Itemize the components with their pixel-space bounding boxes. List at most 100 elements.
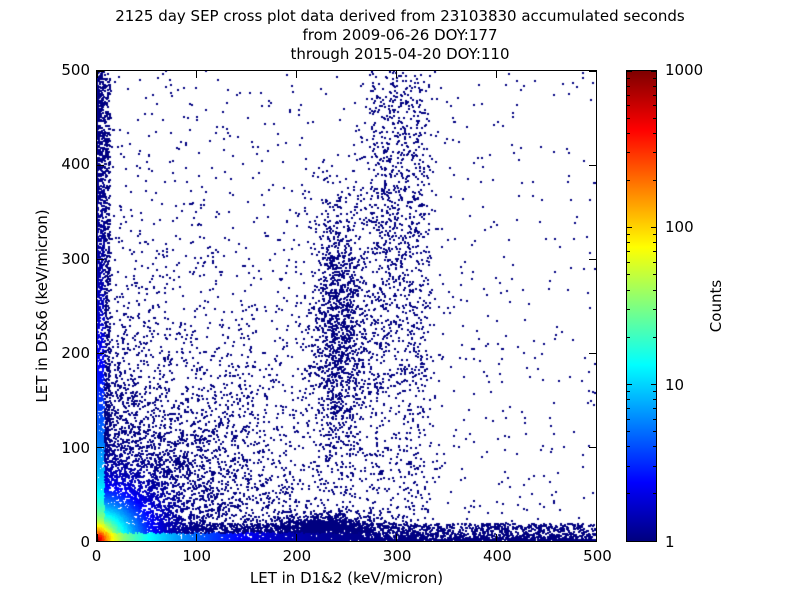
tick-mark: [653, 94, 656, 96]
y-tick-label: 200: [61, 344, 90, 363]
y-tick-label: 0: [80, 533, 90, 551]
tick-mark: [627, 418, 630, 420]
colorbar-tick-label: 10: [665, 375, 685, 394]
tick-mark: [653, 261, 656, 263]
x-tick-label: 200: [282, 547, 312, 565]
tick-mark: [627, 70, 632, 72]
tick-mark: [653, 336, 656, 338]
colorbar-tick-label: 1: [665, 533, 675, 551]
title-line-1: 2125 day SEP cross plot data derived fro…: [115, 7, 685, 25]
tick-mark: [653, 132, 656, 134]
tick-mark: [653, 117, 656, 119]
tick-mark: [653, 274, 656, 276]
y-axis-label: LET in D5&6 (keV/micron): [33, 209, 51, 403]
tick-mark: [627, 309, 630, 311]
tick-mark: [495, 534, 497, 541]
tick-mark: [97, 164, 104, 166]
tick-mark: [627, 336, 630, 338]
tick-mark: [196, 534, 198, 541]
tick-mark: [653, 289, 656, 291]
tick-mark: [627, 540, 632, 542]
tick-mark: [653, 251, 656, 253]
tick-mark: [589, 164, 596, 166]
y-tick-label: 400: [61, 155, 90, 174]
tick-mark: [653, 399, 656, 401]
tick-mark: [651, 540, 656, 542]
tick-mark: [653, 242, 656, 244]
tick-mark: [627, 383, 632, 385]
title-line-3: through 2015-04-20 DOY:110: [290, 45, 510, 63]
tick-mark: [627, 446, 630, 448]
y-tick-label: 300: [61, 249, 90, 268]
tick-mark: [627, 408, 630, 410]
tick-mark: [589, 258, 596, 260]
tick-mark: [627, 234, 630, 236]
tick-mark: [627, 289, 630, 291]
y-tick-label: 500: [61, 61, 90, 79]
tick-mark: [595, 534, 597, 541]
x-axis-label: LET in D1&2 (keV/micron): [249, 569, 444, 587]
tick-mark: [589, 446, 596, 448]
title-line-2: from 2009-06-26 DOY:177: [302, 26, 498, 44]
tick-mark: [653, 391, 656, 392]
colorbar-tick-label: 100: [665, 218, 694, 237]
tick-mark: [653, 105, 656, 107]
colorbar: [626, 70, 657, 542]
tick-mark: [653, 446, 656, 448]
tick-mark: [651, 383, 656, 385]
x-tick-label: 100: [182, 547, 212, 565]
tick-mark: [651, 227, 656, 229]
tick-mark: [653, 234, 656, 236]
tick-mark: [96, 71, 98, 78]
tick-mark: [627, 152, 630, 154]
tick-mark: [97, 446, 104, 448]
tick-mark: [653, 309, 656, 311]
tick-mark: [653, 408, 656, 410]
x-tick-label: 0: [91, 547, 102, 565]
tick-mark: [589, 70, 596, 72]
tick-mark: [589, 352, 596, 354]
tick-mark: [296, 71, 298, 78]
tick-mark: [595, 71, 597, 78]
tick-mark: [627, 94, 630, 96]
tick-mark: [627, 465, 630, 467]
tick-mark: [653, 152, 656, 154]
tick-mark: [653, 85, 656, 87]
tick-mark: [296, 534, 298, 541]
colorbar-label: Counts: [707, 279, 725, 333]
tick-mark: [97, 540, 104, 542]
x-tick-label: 500: [583, 547, 612, 565]
tick-mark: [627, 391, 630, 392]
tick-mark: [653, 180, 656, 181]
tick-mark: [97, 70, 104, 72]
tick-mark: [627, 493, 630, 495]
tick-mark: [627, 117, 630, 119]
tick-mark: [653, 493, 656, 495]
tick-mark: [653, 418, 656, 420]
tick-mark: [627, 251, 630, 253]
tick-mark: [627, 180, 630, 181]
tick-mark: [627, 261, 630, 263]
plot-area: [96, 70, 597, 542]
tick-mark: [627, 274, 630, 276]
colorbar-tick-label: 1000: [665, 61, 704, 79]
y-tick-label: 100: [61, 438, 90, 457]
tick-mark: [627, 242, 630, 244]
tick-mark: [196, 71, 198, 78]
tick-mark: [627, 105, 630, 107]
tick-mark: [627, 399, 630, 401]
tick-mark: [627, 77, 630, 79]
tick-mark: [653, 430, 656, 432]
tick-mark: [627, 430, 630, 432]
x-tick-label: 300: [382, 547, 412, 565]
tick-mark: [97, 258, 104, 260]
tick-mark: [627, 132, 630, 134]
tick-mark: [653, 465, 656, 467]
tick-mark: [495, 71, 497, 78]
figure-title: 2125 day SEP cross plot data derived fro…: [0, 7, 800, 64]
tick-mark: [96, 534, 98, 541]
tick-mark: [589, 540, 596, 542]
tick-mark: [395, 71, 397, 78]
tick-mark: [627, 85, 630, 87]
